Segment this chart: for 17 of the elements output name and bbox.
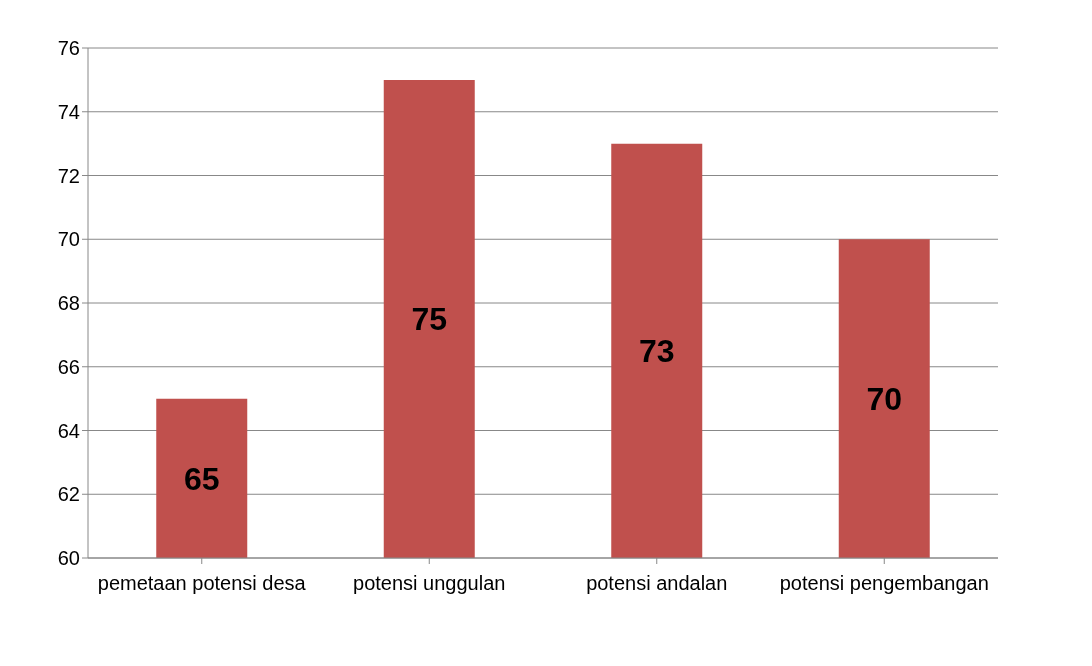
y-tick-label: 72 bbox=[57, 164, 80, 187]
y-tick-label: 66 bbox=[57, 355, 80, 378]
x-tick-label: potensi andalan bbox=[586, 572, 728, 595]
y-tick-label: 76 bbox=[57, 37, 80, 60]
y-tick-label: 74 bbox=[57, 100, 80, 123]
y-tick-label: 64 bbox=[57, 419, 80, 442]
data-label: 70 bbox=[866, 380, 903, 417]
data-label: 73 bbox=[638, 333, 675, 370]
x-tick-label: potensi pengembangan bbox=[779, 572, 989, 595]
x-tick-label: pemetaan potensi desa bbox=[97, 572, 307, 595]
y-tick-label: 60 bbox=[57, 547, 80, 570]
y-tick-label: 68 bbox=[57, 292, 80, 315]
y-tick-label: 62 bbox=[57, 483, 80, 506]
data-label: 75 bbox=[411, 301, 448, 338]
x-tick-label: potensi unggulan bbox=[353, 572, 506, 595]
data-label: 65 bbox=[183, 460, 220, 497]
y-tick-label: 70 bbox=[57, 228, 80, 251]
